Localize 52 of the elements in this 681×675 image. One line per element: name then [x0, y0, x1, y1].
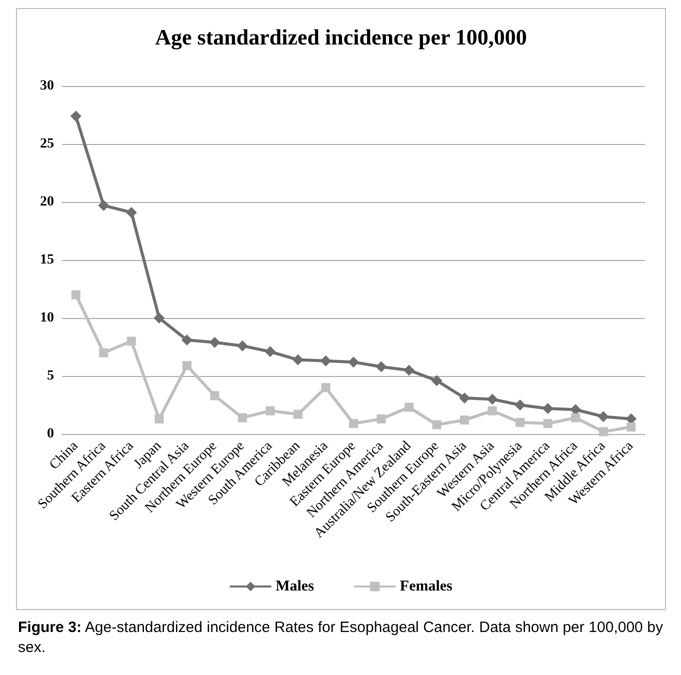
point	[98, 200, 110, 211]
point	[238, 413, 247, 422]
point	[320, 355, 332, 366]
point	[376, 414, 386, 424]
point	[182, 361, 192, 370]
text: Figure 3: Age-standardized incidence Rates for Esophageal Cancer. Data shown per 100,000 by sex.	[18, 619, 663, 656]
point	[626, 413, 637, 424]
chart-title: Age standardized incidence per 100,000	[155, 24, 527, 50]
y-tick-label: 20	[40, 194, 54, 210]
point	[292, 354, 304, 366]
y-tick-label: 30	[40, 78, 54, 94]
point	[210, 391, 220, 400]
point	[543, 419, 552, 428]
point	[542, 402, 554, 414]
point	[598, 427, 608, 436]
point	[71, 290, 80, 300]
point	[488, 406, 497, 416]
point	[404, 402, 414, 412]
y-tick-label: 5	[47, 368, 54, 384]
point	[126, 206, 137, 218]
point	[516, 418, 525, 427]
point	[181, 334, 192, 346]
point	[432, 420, 442, 430]
legend-label: Males	[276, 578, 314, 594]
point	[486, 394, 498, 405]
y-tick-label: 10	[40, 310, 54, 326]
point	[264, 346, 276, 358]
y-tick-label: 0	[47, 426, 54, 442]
point	[459, 392, 470, 404]
point	[404, 364, 415, 376]
point	[154, 312, 165, 324]
point	[236, 340, 248, 352]
y-tick-label: 25	[40, 136, 54, 152]
point	[348, 356, 359, 368]
point	[349, 419, 358, 428]
point	[460, 416, 470, 425]
point	[431, 375, 442, 386]
point	[376, 361, 387, 372]
y-tick-label: 15	[40, 252, 54, 268]
point	[99, 348, 108, 358]
point	[126, 336, 136, 346]
point	[571, 413, 580, 422]
point	[321, 383, 330, 392]
point	[154, 414, 164, 424]
point	[70, 110, 82, 122]
legend-label: Females	[400, 578, 453, 594]
point	[514, 400, 526, 410]
point	[293, 410, 302, 419]
point	[598, 411, 609, 422]
point	[209, 336, 220, 348]
point	[266, 406, 275, 416]
point	[626, 422, 636, 432]
